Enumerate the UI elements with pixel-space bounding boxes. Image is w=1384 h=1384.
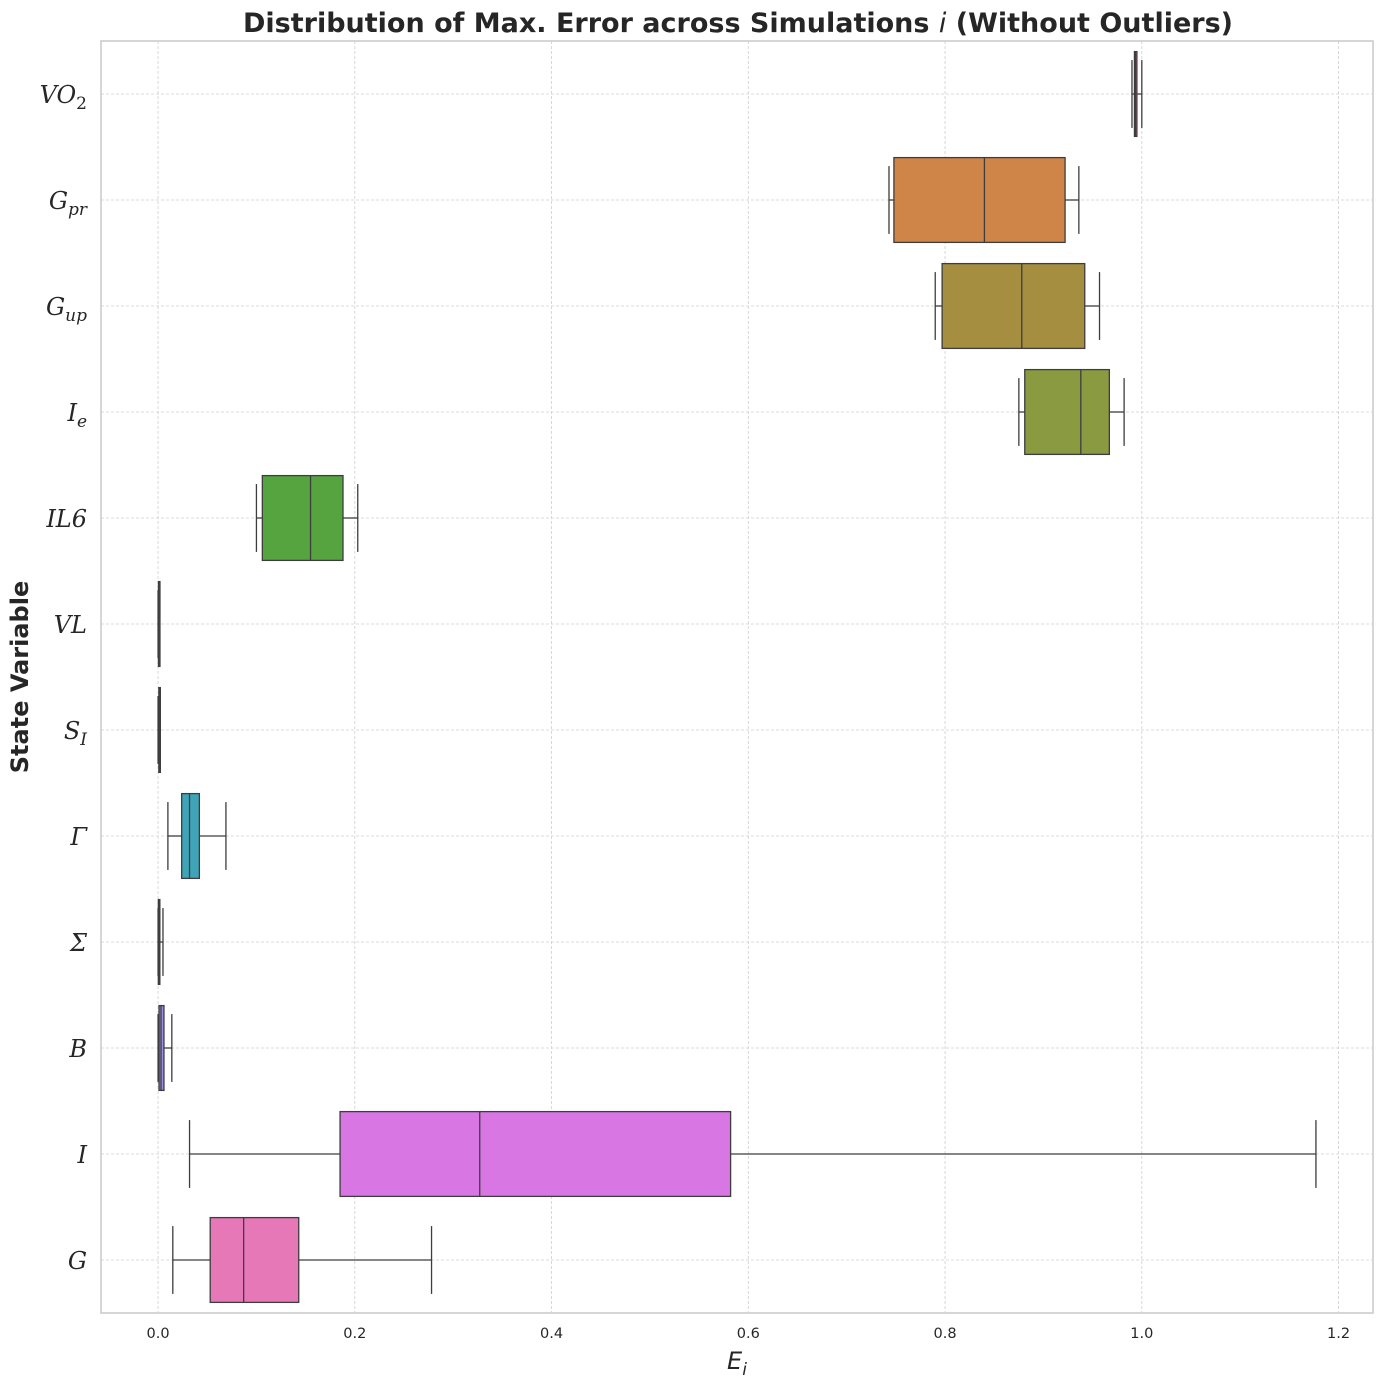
y-tick-label-sub: 2 (76, 94, 87, 114)
y-tick-label-sub: up (65, 306, 87, 326)
y-tick-label: VO2 (40, 81, 87, 114)
box-group (188, 1110, 1317, 1198)
iqr-box (261, 474, 344, 562)
y-tick-label-base: Γ (69, 823, 88, 851)
y-tick-label-sub: pr (68, 200, 88, 220)
y-tick-label-base: B (68, 1035, 87, 1063)
box-group (157, 898, 164, 986)
iqr-box (893, 156, 1066, 244)
y-tick-label-base: VL (54, 611, 87, 639)
y-tick-label-sub: e (77, 412, 87, 432)
y-tick-label: VL (54, 611, 87, 639)
iqr-box (941, 262, 1086, 350)
box-group (934, 262, 1101, 350)
y-tick-label-base: Σ (69, 929, 88, 957)
x-tick-label: 0.2 (343, 1326, 366, 1342)
y-tick-label: Σ (69, 929, 88, 957)
chart-title-variable: i (939, 8, 947, 39)
x-tick-label: 1.0 (1130, 1326, 1153, 1342)
box-group (255, 474, 359, 562)
iqr-box (339, 1110, 732, 1198)
y-tick-label: Γ (69, 823, 88, 851)
y-tick-label-base: G (46, 293, 65, 321)
y-tick-label-base: I (66, 399, 77, 427)
y-tick-label-base: S (64, 717, 80, 745)
plot-frame (100, 40, 1374, 1314)
box-group (167, 792, 227, 880)
x-tick-label: 0.8 (934, 1326, 957, 1342)
y-axis-label: State Variable (6, 581, 34, 773)
y-tick-label: I (77, 1141, 88, 1169)
iqr-box (181, 792, 201, 880)
chart-title-suffix: (Without Outliers) (946, 8, 1233, 39)
y-tick-label: B (68, 1035, 87, 1063)
y-tick-label-base: IL6 (45, 505, 87, 533)
box-group (157, 580, 161, 668)
box-group (157, 686, 161, 774)
y-tick-label: SI (64, 717, 87, 750)
box-layer (157, 50, 1317, 1304)
y-tick-label-base: I (77, 1141, 88, 1169)
x-axis-label-base: E (727, 1347, 743, 1375)
y-tick-label-base: G (49, 187, 68, 215)
y-tick-label: Gup (46, 293, 87, 326)
y-tick-label-sub: I (79, 730, 87, 750)
x-axis-label-sub: i (742, 1360, 747, 1380)
x-tick-labels: 0.0 0.2 0.4 0.6 0.8 1.0 1.2 (147, 1326, 1351, 1342)
x-tick-label: 0.4 (540, 1326, 563, 1342)
chart-title: Distribution of Max. Error across Simula… (243, 8, 1233, 39)
x-tick-label: 0.0 (147, 1326, 170, 1342)
box-group (1018, 368, 1125, 456)
x-tick-label: 1.2 (1327, 1326, 1350, 1342)
chart-title-prefix: Distribution of Max. Error across Simula… (243, 8, 939, 39)
y-tick-label-base: G (68, 1247, 87, 1275)
x-axis-label: Ei (727, 1347, 747, 1380)
y-tick-label: IL6 (45, 505, 87, 533)
box-group (157, 1004, 173, 1092)
y-tick-label: Ie (66, 399, 87, 432)
y-tick-label: G (68, 1247, 87, 1275)
iqr-box (209, 1216, 300, 1304)
box-group (1131, 50, 1143, 138)
grid-layer (101, 41, 1373, 1313)
box-group (888, 156, 1080, 244)
box-group (172, 1216, 433, 1304)
y-tick-label-base: VO (40, 81, 77, 109)
iqr-box (1024, 368, 1111, 456)
x-tick-label: 0.6 (737, 1326, 760, 1342)
y-tick-label: Gpr (49, 187, 88, 220)
